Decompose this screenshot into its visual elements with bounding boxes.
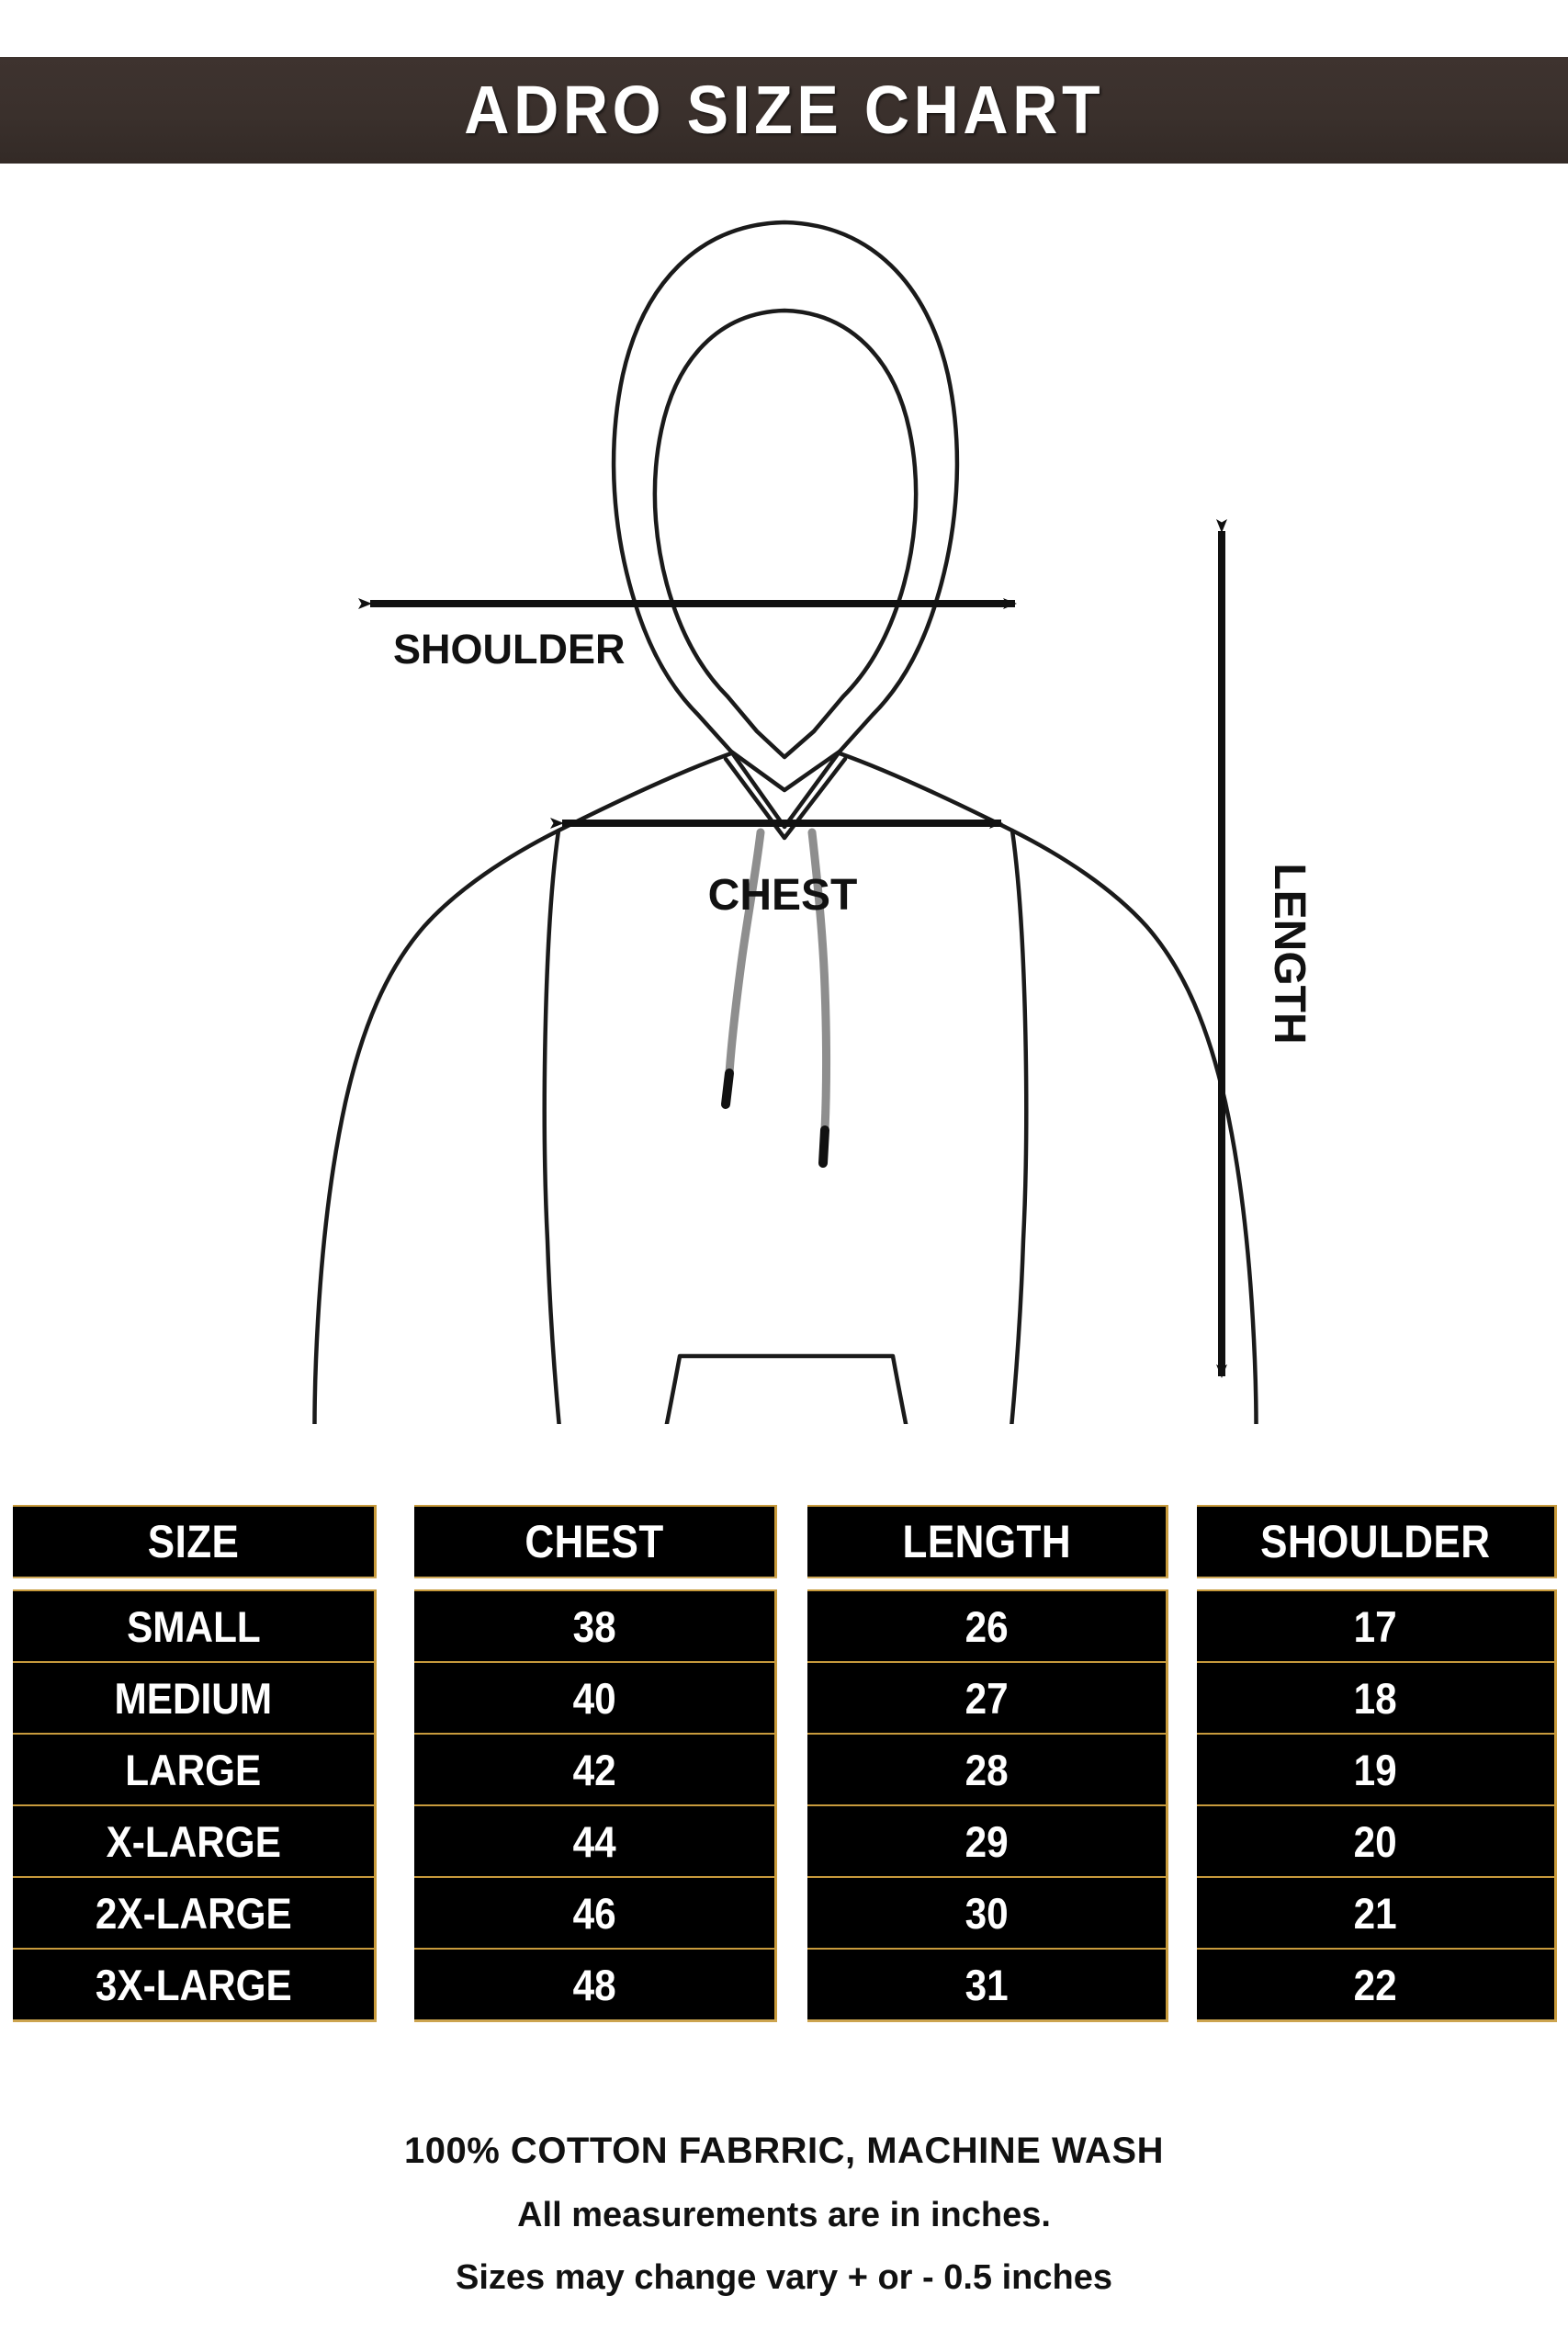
table-row: SMALL 38 26 17 <box>13 1589 1557 1661</box>
cell-size: SMALL <box>13 1589 377 1661</box>
size-table: SIZE CHEST LENGTH SHOULDER SMALL 38 26 1… <box>13 1505 1557 2019</box>
footer-notes: 100% COTTON FABRRIC, MACHINE WASH All me… <box>0 2132 1568 2297</box>
table-row: LARGE 42 28 19 <box>13 1733 1557 1804</box>
note-fabric-care: 100% COTTON FABRRIC, MACHINE WASH <box>404 2131 1164 2171</box>
cell-chest: 44 <box>414 1804 777 1876</box>
hoodie-diagram-svg: SHOULDER CHEST LENGTH <box>312 220 1314 1424</box>
cell-length: 29 <box>807 1804 1168 1876</box>
column-header-length: LENGTH <box>807 1505 1168 1577</box>
cell-length: 30 <box>807 1876 1168 1948</box>
cell-shoulder: 20 <box>1197 1804 1557 1876</box>
cell-shoulder: 21 <box>1197 1876 1557 1948</box>
cell-chest: 42 <box>414 1733 777 1804</box>
cell-size: MEDIUM <box>13 1661 377 1733</box>
column-header-size: SIZE <box>13 1505 377 1577</box>
cell-chest: 48 <box>414 1948 777 2019</box>
cell-chest: 40 <box>414 1661 777 1733</box>
cell-size: LARGE <box>13 1733 377 1804</box>
table-row: 2X-LARGE 46 30 21 <box>13 1876 1557 1948</box>
cell-size: 2X-LARGE <box>13 1876 377 1948</box>
table-header-row: SIZE CHEST LENGTH SHOULDER <box>13 1505 1557 1577</box>
note-tolerance: Sizes may change vary + or - 0.5 inches <box>456 2257 1112 2297</box>
page-title: ADRO SIZE CHART <box>464 72 1104 148</box>
cell-size: X-LARGE <box>13 1804 377 1876</box>
cell-size: 3X-LARGE <box>13 1948 377 2019</box>
cell-length: 26 <box>807 1589 1168 1661</box>
note-units: All measurements are in inches. <box>517 2196 1051 2234</box>
column-header-shoulder: SHOULDER <box>1197 1505 1557 1577</box>
hoodie-illustration: SHOULDER CHEST LENGTH <box>0 184 1568 1424</box>
cell-shoulder: 19 <box>1197 1733 1557 1804</box>
length-label: LENGTH <box>1265 863 1314 1044</box>
table-row: 3X-LARGE 48 31 22 <box>13 1948 1557 2019</box>
header-banner: ADRO SIZE CHART <box>0 57 1568 164</box>
cell-shoulder: 18 <box>1197 1661 1557 1733</box>
cell-length: 31 <box>807 1948 1168 2019</box>
table-row: X-LARGE 44 29 20 <box>13 1804 1557 1876</box>
table-row: MEDIUM 40 27 18 <box>13 1661 1557 1733</box>
column-header-chest: CHEST <box>414 1505 777 1577</box>
shoulder-label: SHOULDER <box>393 626 626 673</box>
cell-shoulder: 22 <box>1197 1948 1557 2019</box>
drawstring-tips <box>721 1069 829 1168</box>
drawstring-cords <box>725 828 830 1135</box>
cell-length: 28 <box>807 1733 1168 1804</box>
cell-chest: 38 <box>414 1589 777 1661</box>
cell-length: 27 <box>807 1661 1168 1733</box>
cell-chest: 46 <box>414 1876 777 1948</box>
chest-label: CHEST <box>708 871 858 920</box>
cell-shoulder: 17 <box>1197 1589 1557 1661</box>
